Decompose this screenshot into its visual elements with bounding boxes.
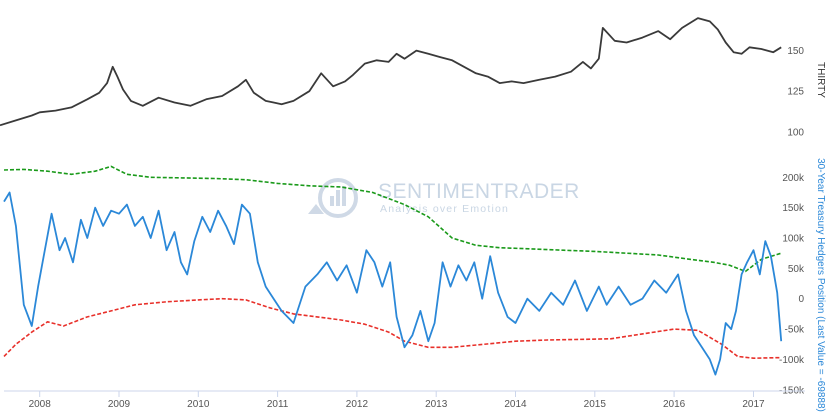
top-y-tick-label: 125 bbox=[787, 87, 804, 98]
top-y-tick-label: 150 bbox=[787, 46, 804, 57]
bottom-y-axis-title: 30-Year Treasury Hedgers Position (Last … bbox=[815, 158, 826, 412]
watermark-subtitle: Analysis over Emotion bbox=[380, 203, 509, 215]
watermark-title: SENTIMENTRADER bbox=[378, 180, 580, 203]
x-tick-label: 2011 bbox=[267, 399, 289, 410]
x-tick-label: 2014 bbox=[504, 399, 527, 410]
top-y-tick-label: 100 bbox=[787, 127, 804, 138]
hedgers-position-line bbox=[3, 191, 783, 376]
top-y-axis-title: THIRTY bbox=[815, 62, 826, 98]
bottom-panel bbox=[3, 165, 783, 376]
x-tick-label: 2008 bbox=[29, 399, 52, 410]
x-tick-label: 2015 bbox=[584, 399, 607, 410]
top-panel bbox=[0, 17, 782, 127]
bottom-y-tick-label: 50k bbox=[788, 264, 805, 275]
bottom-y-tick-label: 150k bbox=[782, 203, 805, 214]
x-tick-label: 2012 bbox=[346, 399, 369, 410]
watermark: SENTIMENTRADER Analysis over Emotion bbox=[308, 178, 580, 218]
bottom-y-tick-label: -100k bbox=[779, 355, 805, 366]
x-axis: 2008 2009 2010 2011 2012 2013 2014 2015 2016 2017 bbox=[29, 391, 765, 410]
bottom-y-tick-label: -50k bbox=[785, 325, 805, 336]
x-tick-label: 2013 bbox=[425, 399, 448, 410]
x-tick-label: 2010 bbox=[187, 399, 210, 410]
bottom-y-tick-label: 100k bbox=[782, 234, 805, 245]
top-series-line-0 bbox=[0, 17, 782, 127]
upper-band-line bbox=[3, 165, 782, 273]
top-y-axis: 100 125 150 bbox=[787, 46, 804, 138]
x-tick-label: 2017 bbox=[742, 399, 765, 410]
x-tick-label: 2016 bbox=[663, 399, 686, 410]
x-tick-label: 2009 bbox=[108, 399, 131, 410]
watermark-logo-icon bbox=[308, 178, 358, 218]
bottom-y-tick-label: 200k bbox=[782, 173, 805, 184]
bottom-y-tick-label: 0 bbox=[798, 294, 804, 305]
lower-band-line bbox=[3, 297, 782, 359]
